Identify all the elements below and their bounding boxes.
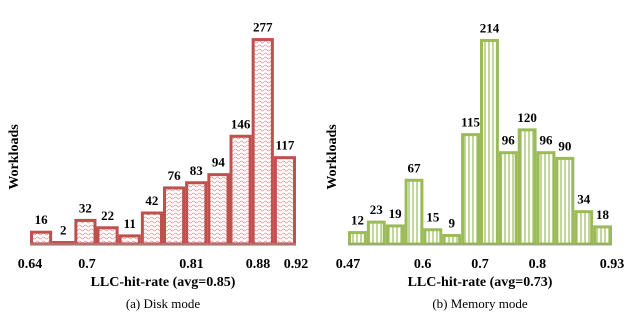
bar <box>404 178 424 246</box>
x-tick-label: 0.8 <box>529 257 547 272</box>
bar <box>96 226 119 246</box>
value-label: 9 <box>448 215 455 230</box>
value-label: 42 <box>145 193 158 208</box>
bar <box>273 156 296 246</box>
bar <box>163 186 186 246</box>
bar <box>366 220 386 246</box>
bar <box>251 38 274 246</box>
bar <box>442 233 462 246</box>
value-label: 34 <box>577 192 591 207</box>
caption: (b) Memory mode <box>432 296 528 311</box>
value-label: 32 <box>79 200 92 215</box>
value-label: 19 <box>389 206 403 221</box>
y-axis-label: Workloads <box>7 124 22 190</box>
bar <box>348 231 367 246</box>
x-tick-label: 0.47 <box>336 257 361 272</box>
x-tick-label: 0.7 <box>78 257 96 272</box>
value-label: 15 <box>426 210 440 225</box>
bar <box>555 156 575 246</box>
bar <box>207 173 230 246</box>
value-label: 2 <box>60 223 67 238</box>
value-label: 90 <box>558 138 571 153</box>
x-tick-label: 0.92 <box>284 257 309 272</box>
value-label: 146 <box>231 116 251 131</box>
x-tick-label: 0.64 <box>18 257 43 272</box>
value-label: 23 <box>370 202 384 217</box>
x-tick-label: 0.88 <box>246 257 271 272</box>
bar <box>517 128 537 246</box>
x-tick-label: 0.93 <box>600 257 625 272</box>
value-label: 214 <box>480 20 500 35</box>
value-label: 11 <box>124 216 136 231</box>
bar <box>480 38 499 246</box>
bar <box>574 210 594 246</box>
bar <box>30 230 53 246</box>
bar <box>423 228 443 246</box>
value-label: 83 <box>190 163 204 178</box>
value-label: 96 <box>502 133 516 148</box>
bar <box>140 211 164 246</box>
bar <box>536 151 556 246</box>
bar <box>118 234 141 246</box>
bar <box>229 134 252 246</box>
x-axis-label: LLC-hit-rate (avg=0.73) <box>408 275 553 290</box>
value-label: 115 <box>461 115 480 130</box>
bar <box>461 133 480 246</box>
x-tick-label: 0.81 <box>179 257 204 272</box>
bar <box>385 224 405 246</box>
bar <box>185 181 208 246</box>
value-label: 22 <box>101 208 114 223</box>
y-axis-label: Workloads <box>325 124 340 190</box>
bar <box>74 218 97 246</box>
bar <box>498 151 518 246</box>
value-label: 277 <box>253 20 273 35</box>
value-label: 18 <box>596 207 610 222</box>
value-label: 94 <box>212 155 226 170</box>
value-label: 67 <box>408 160 422 175</box>
value-label: 96 <box>540 133 554 148</box>
value-label: 120 <box>517 110 537 125</box>
value-label: 76 <box>168 168 182 183</box>
value-label: 16 <box>35 212 49 227</box>
value-label: 12 <box>351 213 364 228</box>
bar <box>593 225 613 246</box>
x-tick-label: 0.7 <box>471 257 489 272</box>
value-label: 117 <box>276 138 295 153</box>
x-axis-label: LLC-hit-rate (avg=0.85) <box>91 275 236 290</box>
caption: (a) Disk mode <box>126 296 201 311</box>
x-tick-label: 0.6 <box>414 257 432 272</box>
